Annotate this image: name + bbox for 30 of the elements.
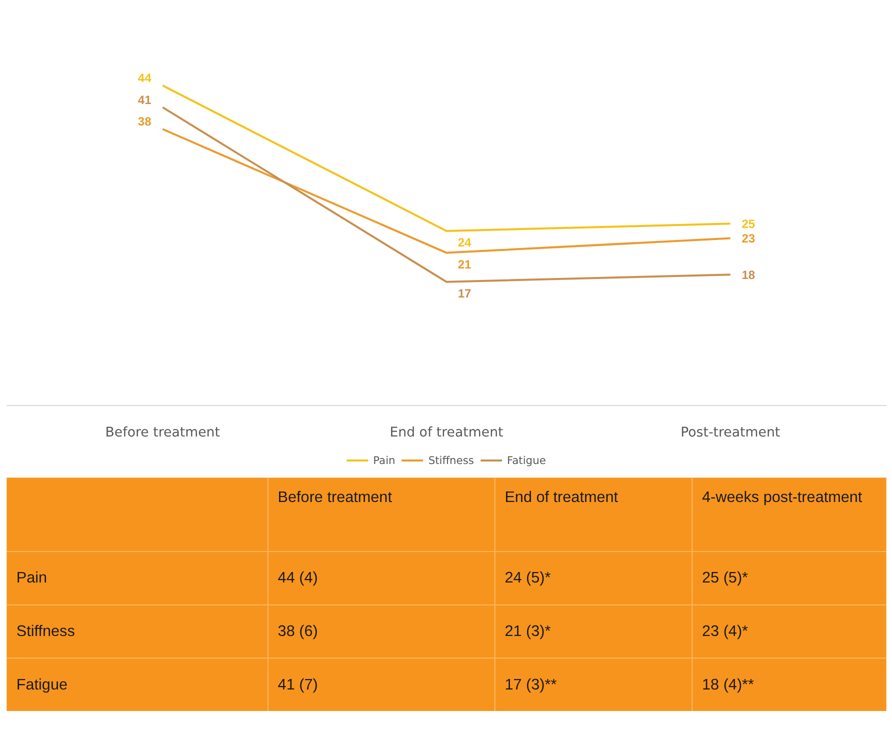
data-label: 21 [458,257,472,272]
text: 4-weeks post-treatment [702,489,863,506]
data-label: 44 [138,71,152,85]
data-label: 17 [458,286,472,300]
text: Stiffness [16,623,76,640]
text: Fatigue [16,676,68,694]
text: 18 (4)** [702,676,754,694]
text: 38 (6) [278,623,318,640]
data-label: 38 [138,114,152,129]
x-tick-label: End of treatment [390,426,504,440]
text: Pain [16,570,48,587]
data-label: 23 [742,232,756,246]
text: End of treatment [504,489,619,506]
legend-label: Stiffness [428,454,474,466]
legend-label: Pain [373,454,396,466]
data-label: 18 [742,268,756,282]
data-label: 25 [742,217,756,232]
x-tick-label: Post-treatment [680,426,780,440]
legend-label: Fatigue [506,454,546,466]
text: 25 (5)* [702,570,748,587]
text: 23 (4)* [702,623,748,640]
text: Before treatment [278,489,393,506]
text: 17 (3)** [504,676,557,694]
text: 21 (3)* [504,623,551,640]
text: 41 (7) [278,676,318,694]
text: 44 (4) [278,570,318,587]
x-tick-label: Before treatment [105,426,220,440]
text: 24 (5)* [504,570,551,587]
data-label: 24 [458,235,472,250]
data-label: 41 [138,92,152,107]
